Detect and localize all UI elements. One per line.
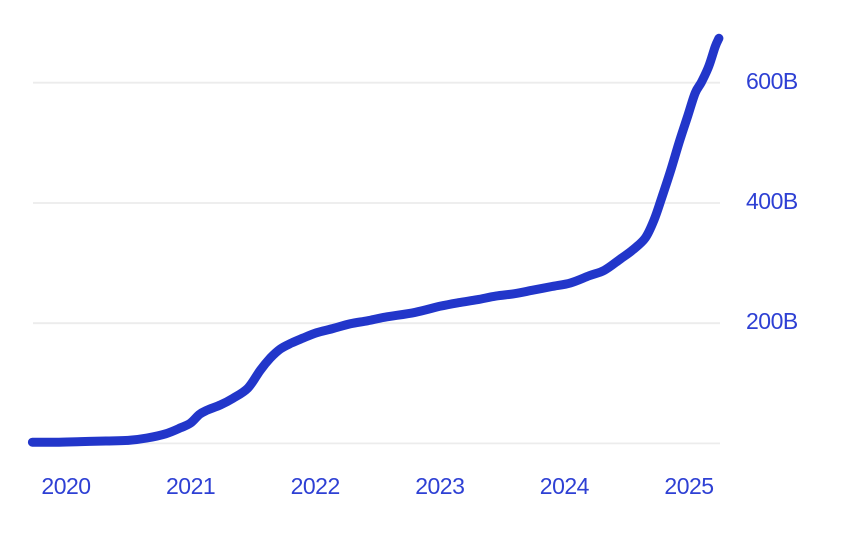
y-axis-tick-label: 200B <box>746 308 798 335</box>
gridlines-group <box>33 81 720 445</box>
x-axis-tick-label: 2020 <box>41 473 91 499</box>
y-axis-tick-label: 400B <box>746 187 798 214</box>
y-axis-tick-label: 600B <box>746 67 798 94</box>
x-axis-tick-label: 2022 <box>290 473 341 499</box>
x-axis-tick-label: 2024 <box>539 473 590 499</box>
x-axis-tick-label: 2023 <box>415 473 465 499</box>
x-axis-tick-label: 2025 <box>664 473 714 499</box>
x-axis-tick-label: 2021 <box>166 473 216 499</box>
series-line <box>27 33 724 447</box>
